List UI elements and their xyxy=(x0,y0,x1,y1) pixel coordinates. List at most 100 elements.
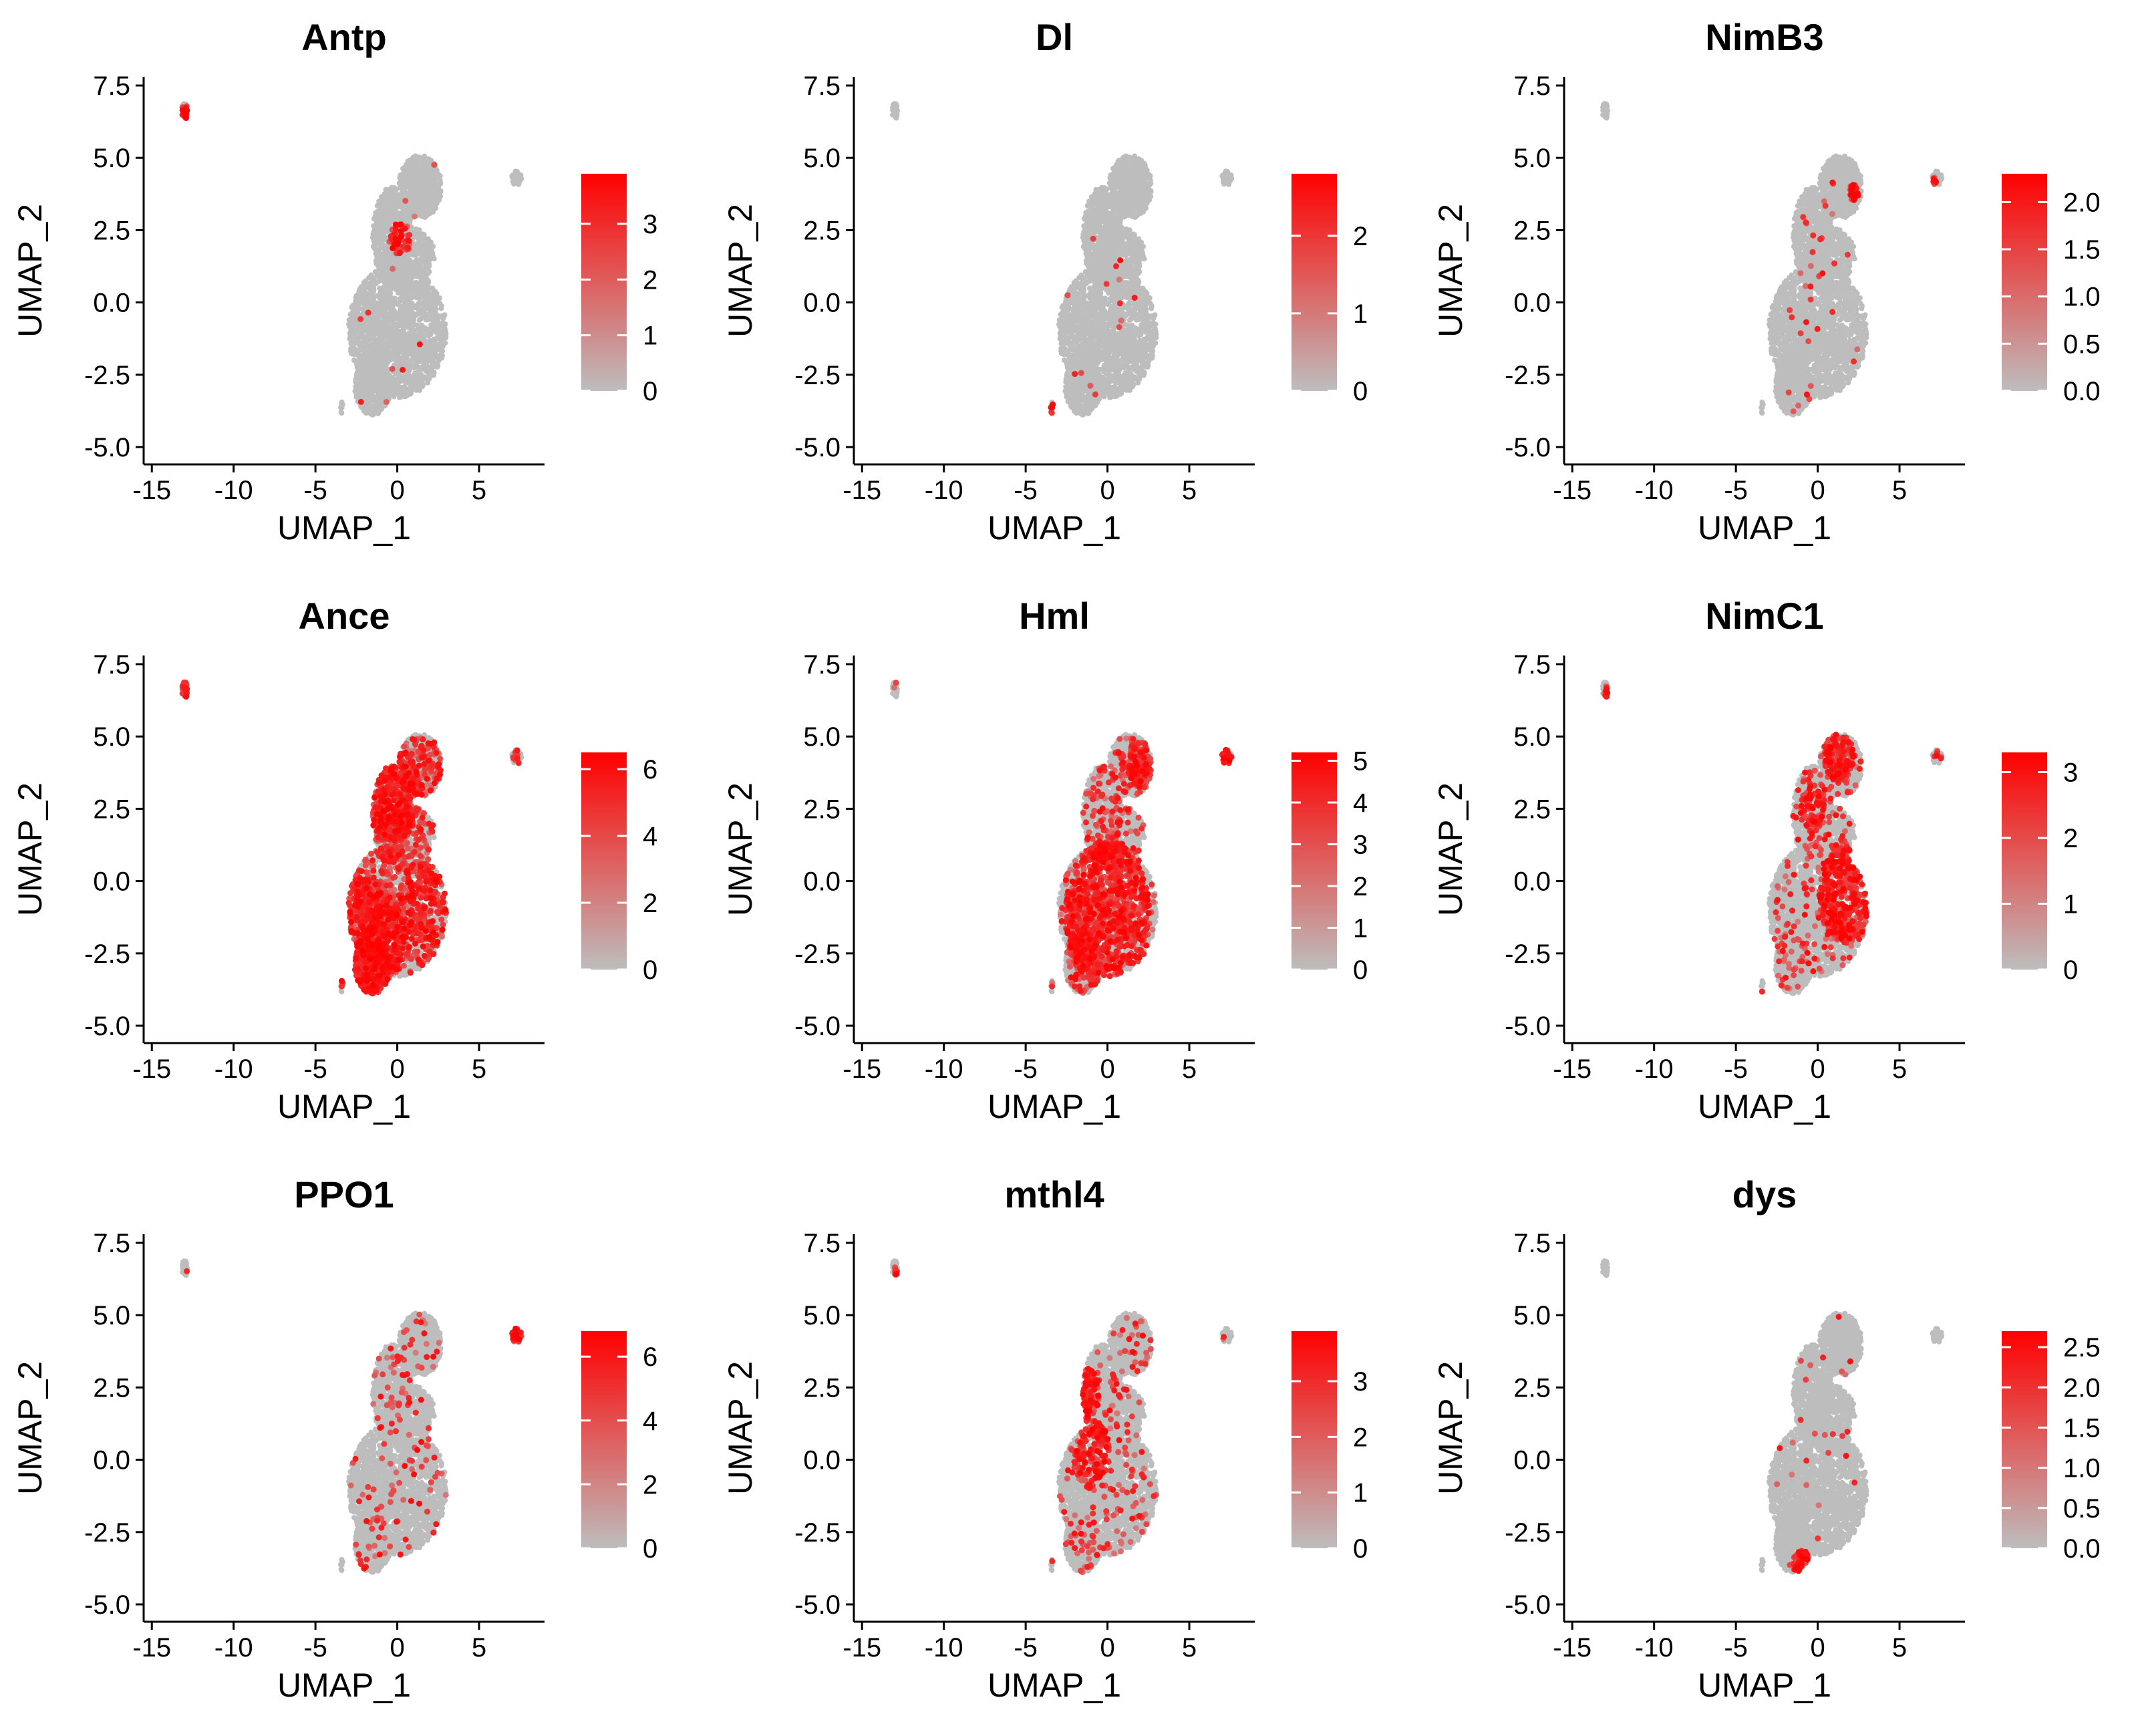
cell-point xyxy=(389,255,394,260)
cell-point xyxy=(422,204,428,209)
cell-point xyxy=(437,324,442,329)
cell-point xyxy=(440,329,446,335)
cell-point xyxy=(424,357,429,363)
cell-point xyxy=(393,311,398,316)
cell-point xyxy=(393,207,398,212)
cell-point-expressing xyxy=(358,399,364,405)
cell-point xyxy=(434,337,439,342)
cell-point xyxy=(427,368,432,374)
cell-point xyxy=(339,410,344,416)
cell-point xyxy=(422,232,427,237)
cell-point-expressing xyxy=(365,309,371,315)
cell-point xyxy=(420,252,425,257)
cell-point xyxy=(375,353,380,358)
cell-point xyxy=(416,301,421,307)
cell-point xyxy=(416,210,422,215)
cell-point xyxy=(434,301,440,306)
cell-point-expressing xyxy=(406,238,412,244)
cell-point xyxy=(404,214,409,220)
cell-point xyxy=(387,271,392,276)
cell-point-expressing xyxy=(390,266,396,272)
cell-point xyxy=(513,180,518,185)
cell-point xyxy=(397,317,402,322)
cell-point xyxy=(356,380,361,386)
cell-point xyxy=(415,229,420,234)
cell-point xyxy=(415,172,420,177)
cell-point xyxy=(414,257,419,263)
cell-point xyxy=(361,285,366,290)
cell-point xyxy=(432,342,438,347)
cell-point xyxy=(371,332,377,337)
cell-point xyxy=(397,277,402,282)
cell-point-expressing xyxy=(398,221,404,227)
cell-point xyxy=(384,217,389,223)
cell-point xyxy=(369,396,375,402)
cell-point xyxy=(358,325,363,330)
cell-point-expressing xyxy=(400,367,406,373)
cell-point xyxy=(416,265,422,270)
cell-point xyxy=(404,280,410,285)
cell-point xyxy=(433,180,438,186)
cell-point xyxy=(355,392,361,397)
cell-point xyxy=(397,373,402,378)
y-tick-label: 5.0 xyxy=(93,144,130,173)
cell-point xyxy=(408,175,413,180)
cell-point xyxy=(384,249,390,255)
cell-point xyxy=(371,359,376,364)
cell-point xyxy=(373,259,379,265)
cell-point xyxy=(406,204,412,209)
cell-point-expressing xyxy=(431,162,437,168)
cell-point xyxy=(388,189,394,194)
cell-point-expressing xyxy=(398,228,404,234)
cell-point xyxy=(404,164,409,170)
cell-point xyxy=(390,303,395,309)
color-legend: 0123 xyxy=(581,174,657,406)
cell-point-expressing xyxy=(393,222,399,228)
cell-point xyxy=(430,301,435,307)
cell-point xyxy=(367,324,372,329)
cell-point xyxy=(410,364,415,370)
cell-point xyxy=(382,330,387,335)
cell-point xyxy=(439,355,444,361)
cell-point xyxy=(373,226,378,231)
cell-point-expressing xyxy=(402,198,408,204)
cell-point xyxy=(348,333,353,339)
cell-point xyxy=(408,301,413,306)
cell-point xyxy=(366,362,371,368)
cell-point xyxy=(380,199,386,204)
cell-point xyxy=(514,169,520,174)
cell-point xyxy=(402,388,407,394)
x-tick-label: 5 xyxy=(472,476,486,505)
cell-point xyxy=(375,406,380,411)
cell-point xyxy=(412,281,417,287)
cell-point xyxy=(518,175,524,180)
cell-point xyxy=(435,364,440,369)
cell-point xyxy=(409,329,414,335)
cell-point xyxy=(431,196,436,202)
cell-point xyxy=(431,322,436,327)
x-tick-label: -15 xyxy=(132,476,171,505)
cell-point xyxy=(377,314,382,319)
cell-point xyxy=(353,385,359,390)
cell-point xyxy=(353,324,358,329)
cell-point xyxy=(401,360,406,366)
cell-point xyxy=(396,214,402,220)
cell-point xyxy=(402,275,407,280)
cell-point xyxy=(377,337,382,343)
cell-point xyxy=(376,293,382,299)
cell-point xyxy=(353,331,358,336)
cell-point xyxy=(417,317,422,323)
cell-point xyxy=(416,368,422,374)
cell-point xyxy=(390,202,396,207)
cell-point xyxy=(430,286,435,291)
cell-point xyxy=(377,271,383,276)
cell-point xyxy=(373,241,379,247)
cell-point xyxy=(369,303,375,308)
cell-point xyxy=(418,382,423,388)
cell-point xyxy=(407,307,412,313)
cell-point xyxy=(401,288,406,293)
cell-point xyxy=(375,210,381,216)
cell-point xyxy=(367,275,373,281)
cell-point xyxy=(426,243,432,248)
cell-point xyxy=(424,168,429,173)
